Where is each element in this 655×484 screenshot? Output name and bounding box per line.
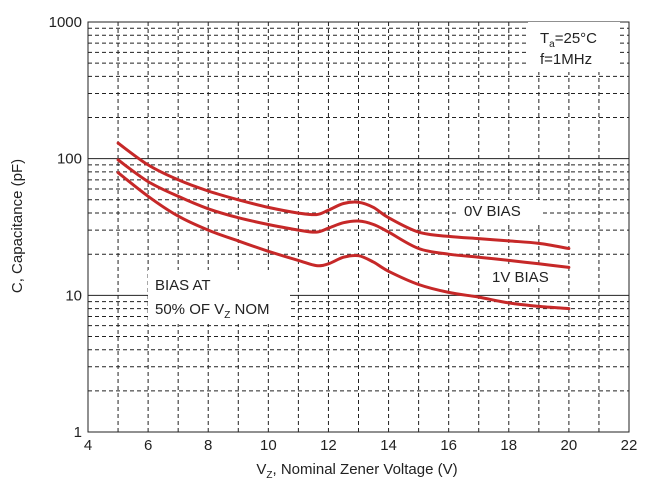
x-axis-label-sub: Z <box>266 470 272 481</box>
series-lines <box>116 141 571 311</box>
x-tick-label: 8 <box>204 437 212 454</box>
bias-line2: 50% OF VZ NOM <box>155 301 269 321</box>
conditions-temp: =25°C <box>555 30 597 47</box>
bias-box <box>148 270 290 324</box>
conditions-box <box>528 22 620 72</box>
bias-line2-b: NOM <box>230 301 269 318</box>
x-axis-label-v: V <box>256 461 266 478</box>
bias-line2-a: 50% OF V <box>155 301 224 318</box>
x-tick-label: 4 <box>84 437 92 454</box>
y-tick-label: 10 <box>65 287 82 304</box>
conditions-t: T <box>540 30 549 47</box>
x-tick-label: 16 <box>440 437 457 454</box>
x-axis-label: VZ, Nominal Zener Voltage (V) <box>256 461 457 481</box>
label-bottom-box <box>486 266 560 288</box>
conditions-t-sub: a <box>549 39 555 50</box>
bias-line1: BIAS AT <box>155 277 211 294</box>
x-tick-label: 6 <box>144 437 152 454</box>
x-tick-label: 12 <box>320 437 337 454</box>
series-label-0v-bias: 0V BIAS <box>464 203 521 220</box>
x-tick-label: 22 <box>621 437 638 454</box>
y-tick-label: 100 <box>57 151 82 168</box>
series-label-1v-bias: 1V BIAS <box>492 269 549 286</box>
plot-frame <box>87 21 630 433</box>
x-tick-label: 18 <box>500 437 517 454</box>
y-tick-labels: 1 10 100 1000 <box>49 14 82 441</box>
x-tick-label: 20 <box>561 437 578 454</box>
conditions-label: Ta=25°C <box>540 30 597 50</box>
x-axis-label-rest: , Nominal Zener Voltage (V) <box>273 461 458 478</box>
series-line-2 <box>116 158 571 269</box>
x-tick-label: 10 <box>260 437 277 454</box>
x-tick-label: 14 <box>380 437 397 454</box>
x-tick-labels: 4 6 8 10 12 14 16 18 20 22 <box>84 437 638 454</box>
label-top-box <box>458 200 540 222</box>
y-tick-label: 1000 <box>49 14 82 31</box>
grid <box>88 22 629 432</box>
bias-line2-sub: Z <box>224 310 230 321</box>
conditions-frequency: f=1MHz <box>540 51 592 68</box>
y-axis-label: C, Capacitance (pF) <box>9 159 26 293</box>
series-line-3 <box>116 171 571 311</box>
series-line-1 <box>116 141 571 250</box>
y-tick-label: 1 <box>74 424 82 441</box>
